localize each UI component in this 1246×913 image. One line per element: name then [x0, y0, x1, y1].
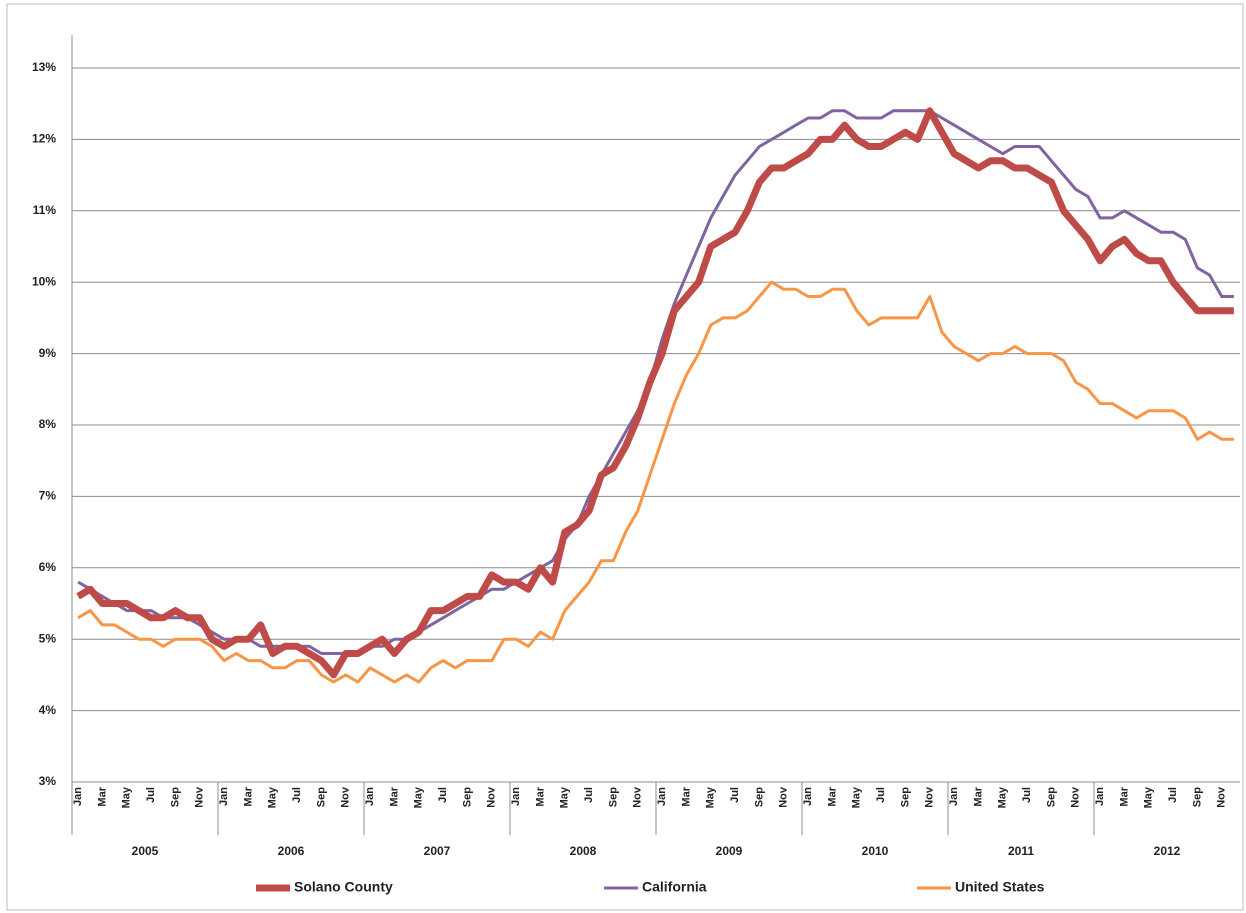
x-tick-label: Mar	[826, 786, 838, 806]
x-tick-label: Jan	[218, 787, 230, 806]
x-tick-label: Jan	[1094, 787, 1106, 806]
x-tick-label: May	[705, 786, 717, 808]
x-tick-label: Sep	[169, 787, 181, 807]
x-tick-label: Sep	[315, 787, 327, 807]
x-tick-label: Sep	[1191, 787, 1203, 807]
x-tick-label: Jul	[1021, 787, 1033, 803]
y-tick-label: 6%	[39, 560, 57, 574]
x-tick-label: Mar	[242, 786, 254, 806]
year-label: 2008	[570, 844, 597, 858]
x-tick-label: Nov	[632, 786, 644, 808]
y-tick-label: 11%	[33, 203, 57, 217]
y-tick-label: 8%	[39, 417, 57, 431]
x-tick-label: Jan	[510, 787, 522, 806]
x-tick-label: Jul	[729, 787, 741, 803]
x-tick-label: Jul	[437, 787, 449, 803]
series-line	[77, 280, 1234, 684]
y-tick-label: 13%	[32, 60, 56, 74]
y-tick-label: 7%	[39, 489, 57, 503]
year-label: 2007	[424, 844, 451, 858]
series-line	[76, 107, 1234, 679]
x-tick-label: Mar	[1118, 786, 1130, 806]
x-tick-label: May	[413, 786, 425, 808]
x-tick-label: Nov	[340, 786, 352, 808]
x-tick-label: Nov	[1070, 786, 1082, 808]
x-tick-label: Mar	[96, 786, 108, 806]
x-tick-label: Mar	[972, 786, 984, 806]
x-tick-label: Sep	[1045, 787, 1057, 807]
y-tick-label: 9%	[39, 346, 57, 360]
y-tick-label: 3%	[39, 774, 57, 788]
legend-label: United States	[955, 879, 1045, 895]
x-tick-label: Mar	[680, 786, 692, 806]
y-tick-label: 5%	[39, 631, 57, 645]
x-tick-label: Jul	[875, 787, 887, 803]
x-tick-label: Mar	[534, 786, 546, 806]
x-tick-label: Nov	[486, 786, 498, 808]
x-tick-label: May	[1143, 786, 1155, 808]
legend-label: California	[642, 879, 707, 895]
x-tick-label: May	[267, 786, 279, 808]
x-tick-label: Jul	[291, 787, 303, 803]
x-tick-label: May	[997, 786, 1009, 808]
x-tick-label: Jan	[948, 787, 960, 806]
x-tick-label: Jul	[145, 787, 157, 803]
x-tick-label: Jan	[364, 787, 376, 806]
x-tick-label: May	[851, 786, 863, 808]
x-tick-label: May	[559, 786, 571, 808]
x-tick-label: Sep	[899, 787, 911, 807]
year-label: 2006	[278, 844, 305, 858]
chart-border	[6, 3, 1244, 911]
year-label: 2005	[132, 844, 159, 858]
x-tick-label: Sep	[607, 787, 619, 807]
x-tick-label: Jan	[656, 787, 668, 806]
x-tick-label: Nov	[924, 786, 936, 808]
y-tick-label: 12%	[32, 132, 56, 146]
series-line	[77, 109, 1234, 655]
year-label: 2009	[716, 844, 743, 858]
x-tick-label: Nov	[1216, 786, 1228, 808]
y-tick-label: 10%	[32, 274, 56, 288]
legend-label: Solano County	[294, 879, 393, 895]
x-tick-label: May	[121, 786, 133, 808]
x-tick-label: Jul	[583, 787, 595, 803]
x-tick-label: Nov	[778, 786, 790, 808]
year-label: 2011	[1008, 844, 1034, 858]
x-tick-label: Sep	[753, 787, 765, 807]
year-label: 2012	[1154, 844, 1181, 858]
year-label: 2010	[862, 844, 889, 858]
y-tick-label: 4%	[39, 703, 57, 717]
x-tick-label: Jan	[72, 787, 84, 806]
x-tick-label: Sep	[461, 787, 473, 807]
x-tick-label: Jan	[802, 787, 814, 806]
x-tick-label: Mar	[388, 786, 400, 806]
x-tick-label: Jul	[1167, 787, 1179, 803]
x-tick-label: Nov	[194, 786, 206, 808]
